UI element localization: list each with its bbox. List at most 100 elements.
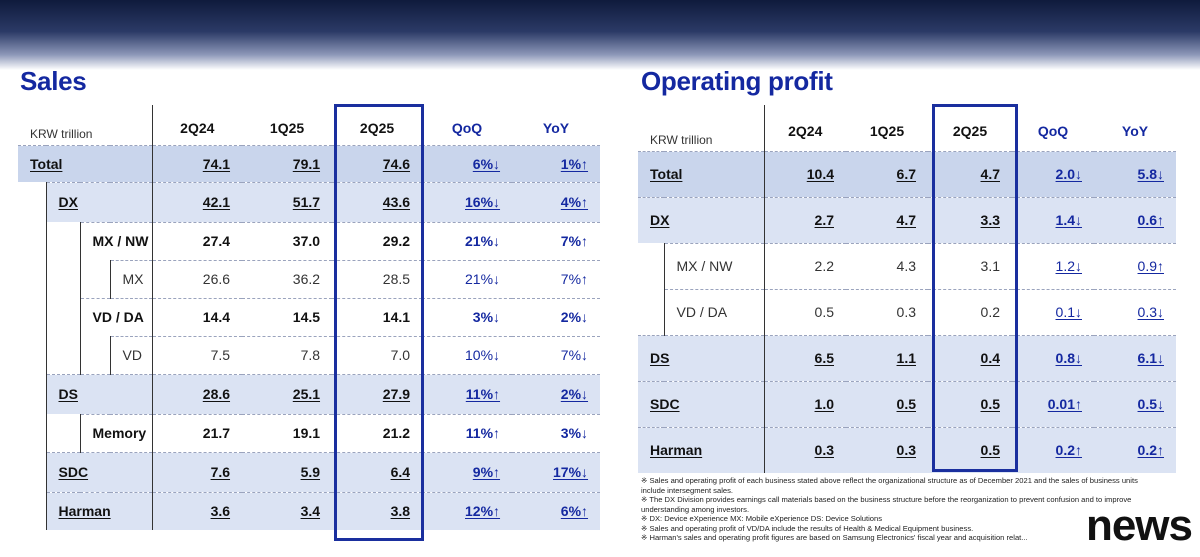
sales-value: 25.1 bbox=[292, 386, 321, 402]
indent-spacer bbox=[18, 182, 46, 222]
op-value-cell: 4.7 bbox=[846, 196, 928, 243]
op-value: 4.3 bbox=[896, 258, 916, 274]
sales-value-cell: 37.0 bbox=[242, 221, 333, 260]
op-value-cell: 0.3 bbox=[846, 426, 928, 473]
sales-row-label: DX bbox=[45, 181, 153, 222]
sales-value: 14.4 bbox=[202, 309, 231, 325]
sales-row: Memory 21.7 19.1 21.2 11%↑ 3%↓ bbox=[18, 413, 601, 452]
sales-value-cell: 3.8 bbox=[332, 491, 423, 530]
op-change-value: 1.4↓ bbox=[1055, 212, 1082, 228]
op-value: 4.7 bbox=[896, 212, 916, 228]
sales-value-cell: 7.6 bbox=[151, 451, 243, 492]
op-change-value: 0.8↓ bbox=[1055, 350, 1082, 366]
op-change-cell: 0.3↓ bbox=[1094, 288, 1176, 335]
sales-change-cell: 9%↑ bbox=[422, 451, 513, 492]
sales-change-value: 17%↓ bbox=[553, 464, 589, 480]
sales-value: 42.1 bbox=[202, 194, 231, 210]
sales-value-cell: 5.9 bbox=[242, 451, 333, 492]
op-row-label-text: VD / DA bbox=[676, 304, 728, 320]
op-value-cell: 0.5 bbox=[763, 288, 846, 335]
op-change-cell: 1.4↓ bbox=[1012, 196, 1094, 243]
op-change-value: 0.01↑ bbox=[1047, 396, 1082, 412]
op-value: 0.5 bbox=[896, 396, 916, 412]
sales-value-cell: 42.1 bbox=[151, 181, 243, 222]
sales-value-cell: 29.2 bbox=[332, 221, 423, 260]
news-watermark: news bbox=[1085, 501, 1193, 550]
sales-change-cell: 7%↓ bbox=[512, 335, 601, 374]
op-value-cell: 6.5 bbox=[763, 334, 846, 381]
sales-row-label-text: DS bbox=[58, 386, 78, 402]
op-change-cell: 0.8↓ bbox=[1012, 334, 1094, 381]
sales-value-cell: 27.9 bbox=[332, 373, 423, 414]
sales-row-label: VD / DA bbox=[79, 297, 153, 336]
sales-change-cell: 21%↓ bbox=[422, 259, 513, 298]
sales-row: MX 26.6 36.2 28.5 21%↓ 7%↑ bbox=[18, 259, 601, 298]
indent-spacer bbox=[18, 298, 46, 336]
sales-value: 27.9 bbox=[382, 386, 411, 402]
op-row: MX / NW 2.2 4.3 3.1 1.2↓ 0.9↑ bbox=[638, 242, 1176, 289]
op-row-label: Total bbox=[638, 150, 764, 197]
op-change-cell: 0.5↓ bbox=[1094, 380, 1176, 427]
sales-value: 14.5 bbox=[292, 309, 321, 325]
op-value-cell: 0.4 bbox=[928, 334, 1012, 381]
op-row: Harman 0.3 0.3 0.5 0.2↑ 0.2↑ bbox=[638, 426, 1176, 473]
indent-spacer bbox=[45, 222, 80, 260]
sales-row-label-text: Harman bbox=[58, 503, 111, 520]
op-value-cell: 2.2 bbox=[763, 242, 846, 289]
op-change-value: 0.1↓ bbox=[1055, 304, 1082, 320]
sales-value: 27.4 bbox=[202, 233, 231, 249]
op-row-label-text: Harman bbox=[650, 442, 703, 459]
op-row: DX 2.7 4.7 3.3 1.4↓ 0.6↑ bbox=[638, 196, 1176, 243]
footnote-line: ※ Sales and operating profit of each bus… bbox=[641, 476, 1138, 495]
op-value-cell: 6.7 bbox=[846, 150, 928, 197]
sales-change-value: 11%↑ bbox=[465, 386, 501, 402]
op-value-cell: 3.3 bbox=[928, 196, 1012, 243]
op-value-cell: 0.5 bbox=[846, 380, 928, 427]
sales-value: 26.6 bbox=[202, 271, 231, 287]
sales-row: DS 28.6 25.1 27.9 11%↑ 2%↓ bbox=[18, 373, 601, 414]
sales-row-label-text: VD / DA bbox=[92, 309, 144, 325]
operating-profit-title: Operating profit bbox=[641, 66, 833, 96]
op-value: 6.7 bbox=[896, 166, 916, 182]
indent-spacer bbox=[18, 260, 46, 298]
indent-spacer bbox=[45, 260, 80, 298]
sales-value-cell: 28.5 bbox=[332, 259, 423, 298]
sales-change-cell: 6%↑ bbox=[512, 491, 601, 530]
sales-value: 5.9 bbox=[300, 464, 321, 480]
op-change-cell: 0.2↑ bbox=[1094, 426, 1176, 473]
sales-row-label: Memory bbox=[79, 413, 153, 452]
sales-change-value: 7%↑ bbox=[560, 271, 589, 287]
sales-value-cell: 21.2 bbox=[332, 413, 423, 452]
sales-change-value: 21%↓ bbox=[465, 271, 501, 287]
op-col-header: QoQ bbox=[1037, 122, 1069, 139]
sales-value: 51.7 bbox=[292, 194, 321, 210]
op-value: 3.3 bbox=[980, 212, 1000, 228]
sales-value: 3.8 bbox=[390, 503, 411, 520]
sales-row: DX 42.1 51.7 43.6 16%↓ 4%↑ bbox=[18, 181, 601, 222]
sales-change-cell: 21%↓ bbox=[422, 221, 513, 260]
op-value-cell: 0.3 bbox=[846, 288, 928, 335]
sales-col-header: 2Q24 bbox=[151, 105, 243, 145]
sales-change-cell: 16%↓ bbox=[422, 181, 513, 222]
sales-change-value: 16%↓ bbox=[465, 194, 501, 210]
op-change-value: 0.5↓ bbox=[1137, 396, 1164, 412]
sales-value: 74.1 bbox=[202, 155, 231, 172]
sales-col-header: 2Q25 bbox=[359, 119, 395, 136]
sales-row-label: Total bbox=[18, 144, 153, 182]
sales-value-cell: 51.7 bbox=[242, 181, 333, 222]
sales-change-value: 9%↑ bbox=[472, 464, 501, 480]
sales-change-cell: 4%↑ bbox=[512, 181, 601, 222]
sales-col-header: YoY bbox=[542, 119, 570, 136]
sales-value-cell: 7.8 bbox=[242, 335, 333, 374]
op-change-value: 0.6↑ bbox=[1137, 212, 1164, 228]
op-change-cell: 0.2↑ bbox=[1012, 426, 1094, 473]
sales-row-label-text: MX / NW bbox=[92, 233, 149, 249]
sales-change-cell: 7%↑ bbox=[512, 259, 601, 298]
sales-change-value: 21%↓ bbox=[465, 233, 501, 249]
sales-value: 29.2 bbox=[382, 233, 411, 249]
op-value: 4.7 bbox=[980, 166, 1000, 182]
sales-value-cell: 3.4 bbox=[242, 491, 333, 530]
op-value-cell: 4.7 bbox=[928, 150, 1012, 197]
sales-change-cell: 2%↓ bbox=[512, 297, 601, 336]
op-change-cell: 0.01↑ bbox=[1012, 380, 1094, 427]
